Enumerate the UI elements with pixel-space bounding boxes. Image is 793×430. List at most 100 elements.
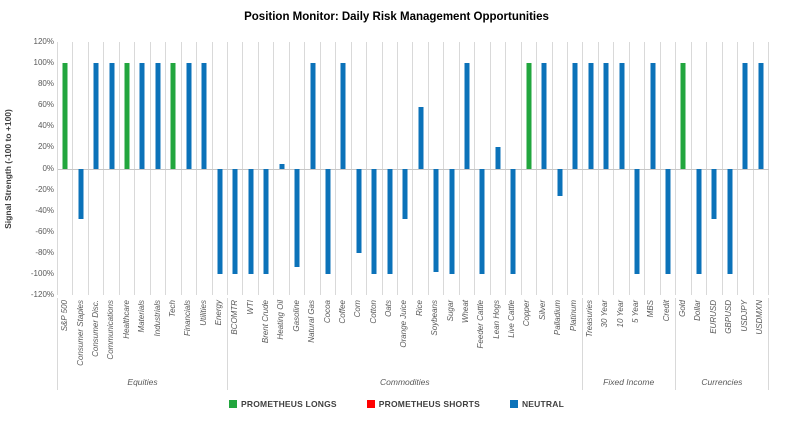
- bar-10-year: [619, 63, 625, 169]
- category-label-cell: Soybeans: [428, 298, 443, 374]
- bar-dollar: [696, 168, 702, 274]
- bar-materials: [139, 63, 145, 169]
- category-label: Tech: [167, 300, 177, 318]
- category-label-cell: BCOMTR: [228, 298, 243, 374]
- bar-live-cattle: [510, 168, 516, 274]
- bar-s-p-500: [62, 63, 68, 169]
- category-label: Palladium: [553, 300, 563, 336]
- y-tick-label: -20%: [35, 184, 54, 194]
- bar-feeder-cattle: [479, 168, 485, 274]
- category-label: BCOMTR: [230, 300, 240, 335]
- bar-corn: [356, 168, 362, 253]
- bar-sugar: [449, 168, 455, 274]
- y-tick-label: 20%: [37, 142, 54, 152]
- category-label-cell: Cotton: [366, 298, 381, 374]
- category-label: MBS: [646, 300, 656, 318]
- category-label: Coffee: [337, 300, 347, 324]
- category-label: WTI: [245, 300, 255, 315]
- category-label-cell: Lean Hogs: [489, 298, 504, 374]
- bar-industrials: [155, 63, 161, 169]
- category-label: Platinum: [568, 300, 578, 332]
- y-tick-label: 0%: [42, 163, 54, 173]
- label-group-equities: S&P 500 Consumer Staples Consumer Disc. Com…: [58, 298, 229, 374]
- category-label-cell: GBPUSD: [722, 298, 737, 374]
- category-label: Copper: [522, 300, 532, 327]
- bar-eurusd: [711, 168, 717, 220]
- category-label: USDMXN: [754, 300, 764, 335]
- bar-rice: [418, 107, 424, 169]
- category-label-cell: Gasoline: [290, 298, 305, 374]
- bar-bcomtr: [232, 168, 238, 274]
- category-label-cell: Gold: [676, 298, 691, 374]
- chart-title: Position Monitor: Daily Risk Management …: [244, 11, 549, 23]
- bar-cotton: [371, 168, 377, 274]
- category-label: Communications: [106, 300, 116, 360]
- category-label-cell: Treasuries: [583, 298, 598, 374]
- category-label-cell: Rice: [413, 298, 428, 374]
- category-label-cell: Brent Crude: [259, 298, 274, 374]
- neutral-swatch-icon: [509, 400, 518, 408]
- category-label: Cotton: [368, 300, 378, 324]
- category-label: Financials: [183, 300, 193, 337]
- category-label: 30 Year: [600, 300, 610, 328]
- category-label-cell: Silver: [536, 298, 551, 374]
- bar-silver: [541, 63, 547, 169]
- bar-communications: [109, 63, 115, 169]
- bar-brent-crude: [263, 168, 269, 274]
- category-label: Healthcare: [121, 300, 131, 339]
- bar-utilities: [201, 63, 207, 169]
- bar-tech: [170, 63, 176, 169]
- longs-swatch-icon: [229, 400, 238, 408]
- category-label-cell: Live Cattle: [505, 298, 520, 374]
- group-label-currencies: Currencies: [676, 374, 769, 390]
- bar-orange-juice: [402, 168, 408, 220]
- category-label: Treasuries: [584, 300, 594, 338]
- y-tick-label: 100%: [33, 58, 54, 68]
- category-label-cell: Consumer Staples: [73, 298, 88, 374]
- category-label: Oats: [384, 300, 394, 317]
- group-label-fixed-income: Fixed Income: [583, 374, 676, 390]
- category-label: Consumer Staples: [75, 300, 85, 366]
- category-label-cell: 30 Year: [598, 298, 613, 374]
- category-label: Sugar: [445, 300, 455, 322]
- category-label-cell: Industrials: [150, 298, 165, 374]
- bar-gasoline: [294, 168, 300, 267]
- category-label: Wheat: [460, 300, 470, 324]
- category-label: Energy: [214, 300, 224, 326]
- category-label-cell: Healthcare: [120, 298, 135, 374]
- category-label: Natural Gas: [307, 300, 317, 343]
- category-label: GBPUSD: [724, 300, 734, 334]
- category-label-cell: Oats: [382, 298, 397, 374]
- category-label: Cocoa: [322, 300, 332, 324]
- category-label-cell: Coffee: [336, 298, 351, 374]
- category-label: Feeder Cattle: [476, 300, 486, 349]
- bar-consumer-staples: [78, 168, 84, 220]
- category-label-cell: WTI: [243, 298, 258, 374]
- category-label: Silver: [537, 300, 547, 321]
- category-label: Live Cattle: [507, 300, 517, 338]
- category-label-cell: Orange Juice: [397, 298, 412, 374]
- bar-energy: [217, 168, 223, 274]
- category-label: Corn: [353, 300, 363, 318]
- bar-financials: [186, 63, 192, 169]
- bar-credit: [665, 168, 671, 274]
- category-label-cell: Wheat: [459, 298, 474, 374]
- category-label: Brent Crude: [261, 300, 271, 344]
- bar-coffee: [340, 63, 346, 169]
- y-tick-label: 40%: [37, 121, 54, 131]
- label-group-fixed-income: Treasuries 30 Year 10 Year 5 Year MBS Credit: [583, 298, 676, 374]
- category-label: 5 Year: [630, 300, 640, 323]
- shorts-swatch-icon: [366, 400, 375, 408]
- category-label-cell: USDJPY: [737, 298, 752, 374]
- bar-gbpusd: [727, 168, 733, 274]
- y-tick-label: -60%: [35, 226, 54, 236]
- bar-palladium: [557, 168, 563, 196]
- plot-area: [57, 42, 769, 295]
- category-label: Utilities: [198, 300, 208, 326]
- bar-copper: [526, 63, 532, 169]
- bar-treasuries: [588, 63, 594, 169]
- category-label-cell: Natural Gas: [305, 298, 320, 374]
- category-label-cell: 5 Year: [629, 298, 644, 374]
- category-label-cell: Tech: [166, 298, 181, 374]
- category-label-cell: Platinum: [566, 298, 581, 374]
